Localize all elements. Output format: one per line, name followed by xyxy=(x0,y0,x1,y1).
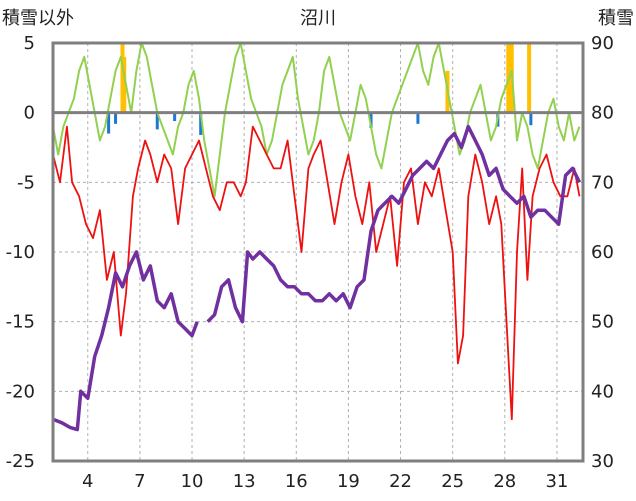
x-tick-label: 13 xyxy=(233,471,256,492)
x-tick-label: 4 xyxy=(82,471,93,492)
blue-bar xyxy=(529,112,533,126)
right-tick-label: 40 xyxy=(591,381,614,402)
purple-series-line xyxy=(52,124,582,432)
left-tick-label: -25 xyxy=(6,451,35,472)
blue-bar xyxy=(173,112,177,122)
frame-layer xyxy=(51,41,585,463)
x-tick-label: 31 xyxy=(545,471,568,492)
right-tick-label: 50 xyxy=(591,312,614,333)
left-tick-label: -20 xyxy=(6,381,35,402)
right-tick-label: 90 xyxy=(591,33,614,54)
right-tick-label: 80 xyxy=(591,103,614,124)
red-series-line xyxy=(52,125,581,421)
purple-series-layer xyxy=(52,124,582,432)
green-series-layer xyxy=(52,42,581,198)
blue-bar xyxy=(199,112,203,135)
blue-bar xyxy=(107,112,111,134)
blue-bar xyxy=(155,112,159,130)
left-tick-label: -15 xyxy=(6,312,35,333)
labels-layer: 積雪以外 沼川 積雪 xyxy=(2,8,634,29)
left-axis-label: 積雪以外 xyxy=(2,8,74,29)
orange-bar xyxy=(122,56,127,113)
x-tick-label: 25 xyxy=(441,471,464,492)
left-tick-label: 5 xyxy=(24,33,35,54)
x-tick-label: 28 xyxy=(493,471,516,492)
green-series-line xyxy=(52,42,581,198)
right-tick-label: 70 xyxy=(591,172,614,193)
right-axis-label: 積雪 xyxy=(598,8,634,29)
right-tick-label: 60 xyxy=(591,242,614,263)
x-tick-label: 19 xyxy=(337,471,360,492)
blue-bar xyxy=(114,112,118,124)
red-series-layer xyxy=(52,125,581,421)
x-tick-label: 10 xyxy=(181,471,204,492)
x-tick-label: 22 xyxy=(389,471,412,492)
right-tick-label: 30 xyxy=(591,451,614,472)
left-tick-label: 0 xyxy=(24,103,35,124)
x-tick-label: 16 xyxy=(285,471,308,492)
x-tick-label: 7 xyxy=(134,471,145,492)
plot-frame xyxy=(51,41,585,463)
left-tick-label: -5 xyxy=(17,172,35,193)
blue-bar xyxy=(369,112,373,128)
blue-bar xyxy=(416,112,420,124)
left-tick-label: -10 xyxy=(6,242,35,263)
chart-title: 沼川 xyxy=(300,8,336,29)
orange-bar xyxy=(527,43,532,113)
